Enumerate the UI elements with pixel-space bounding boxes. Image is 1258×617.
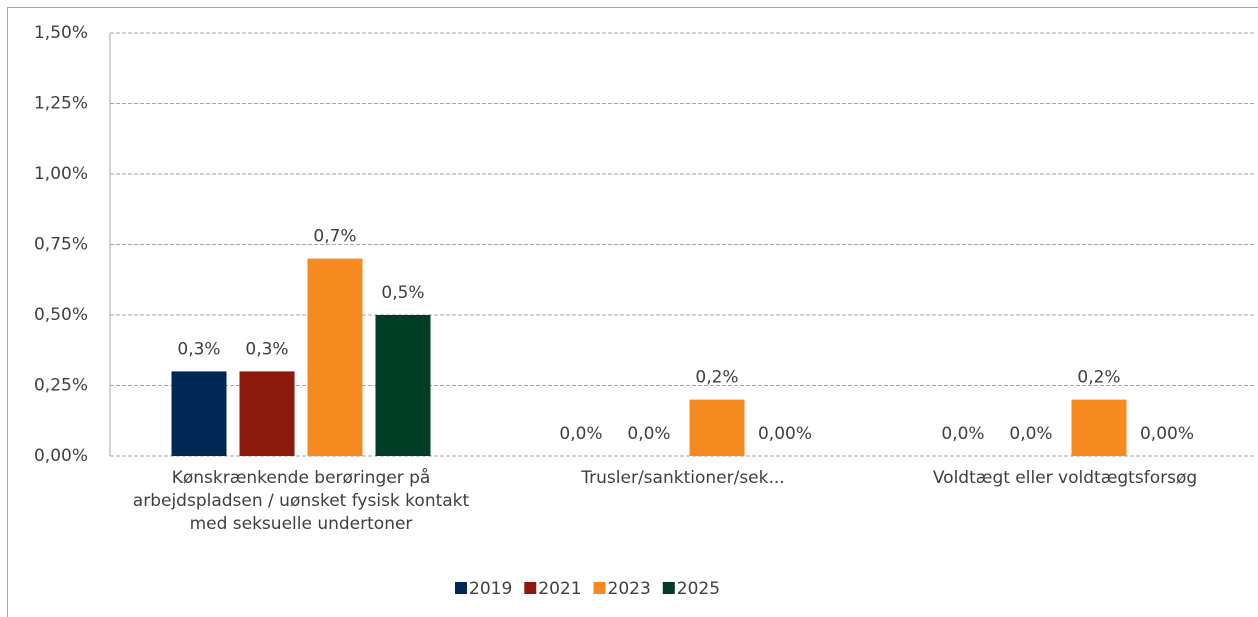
y-tick-label: 0,25% — [34, 376, 88, 396]
legend-label: 2021 — [538, 579, 581, 599]
data-label: 0,7% — [313, 227, 356, 247]
legend-swatch — [455, 582, 467, 594]
data-label: 0,0% — [941, 424, 984, 444]
bar — [307, 258, 363, 456]
bar — [239, 371, 295, 456]
data-label: 0,3% — [245, 339, 288, 359]
legend-label: 2019 — [469, 579, 512, 599]
y-tick-label: 1,25% — [34, 94, 88, 114]
x-tick-label: Trusler/sanktioner/sek... — [581, 468, 785, 488]
legend-swatch — [593, 582, 606, 594]
data-label: 0,0% — [559, 424, 602, 444]
chart-frame — [7, 7, 1258, 617]
data-label: 0,2% — [1077, 368, 1120, 388]
y-tick-label: 0,00% — [34, 446, 88, 466]
bar — [689, 399, 745, 456]
y-tick-label: 1,00% — [34, 164, 88, 184]
data-label: 0,5% — [381, 283, 424, 303]
data-label: 0,3% — [177, 339, 220, 359]
data-label: 0,00% — [1140, 424, 1194, 444]
data-label: 0,0% — [627, 424, 670, 444]
data-label: 0,0% — [1009, 424, 1052, 444]
bar — [1071, 399, 1127, 456]
x-tick-label: Kønskrænkende berøringer på arbejdsplads… — [132, 468, 470, 534]
legend-label: 2023 — [608, 579, 651, 599]
legend-swatch — [524, 582, 537, 594]
bar — [375, 315, 431, 456]
legend-label: 2025 — [677, 579, 720, 599]
x-tick-label: Voldtægt eller voldtægtsforsøg — [932, 468, 1198, 488]
data-label: 0,2% — [695, 368, 738, 388]
legend-swatch — [662, 582, 675, 594]
bar — [171, 371, 227, 456]
y-tick-label: 0,50% — [34, 305, 88, 325]
y-tick-label: 0,75% — [34, 235, 88, 255]
data-label: 0,00% — [758, 424, 812, 444]
y-tick-label: 1,50% — [34, 23, 88, 43]
